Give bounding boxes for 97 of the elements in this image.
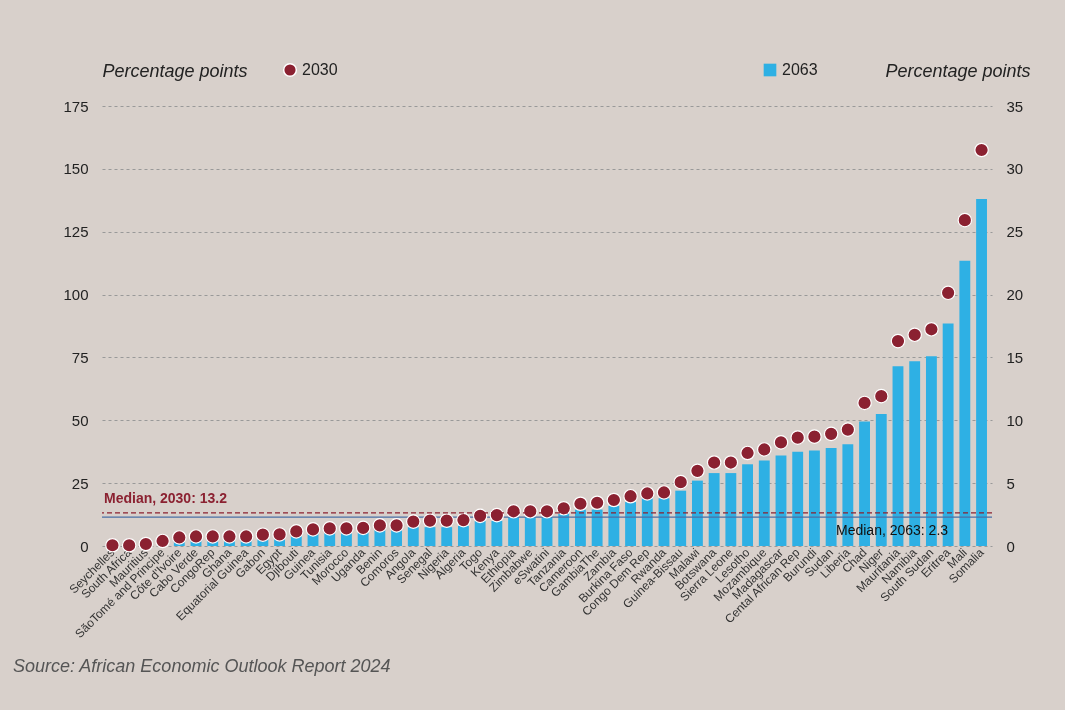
point xyxy=(606,492,622,508)
point xyxy=(957,212,973,228)
point xyxy=(171,530,187,545)
point xyxy=(389,518,404,533)
point xyxy=(573,496,588,512)
bar xyxy=(625,502,636,546)
point xyxy=(355,520,371,536)
bar xyxy=(458,525,469,546)
ref-line-label: Median, 2030: 13.2 xyxy=(104,489,228,506)
point xyxy=(857,395,872,411)
point xyxy=(305,522,321,537)
bar xyxy=(775,455,787,546)
bar xyxy=(792,451,804,546)
y-tick-label: 0 xyxy=(80,537,89,555)
y2-tick-label: 10 xyxy=(1006,411,1024,429)
bar xyxy=(641,498,653,546)
point xyxy=(439,513,455,528)
y2-tick-label: 30 xyxy=(1006,160,1024,178)
point xyxy=(238,529,254,544)
point xyxy=(372,518,388,533)
bar xyxy=(675,490,687,546)
bar xyxy=(742,464,753,546)
point xyxy=(873,388,889,404)
point xyxy=(823,426,839,442)
point xyxy=(556,500,572,516)
point xyxy=(740,445,755,461)
point xyxy=(807,429,822,444)
y2-axis-title: Percentage points xyxy=(885,60,1031,81)
bar xyxy=(691,480,703,546)
point xyxy=(706,455,722,470)
legend-label: 2063 xyxy=(782,61,818,78)
y2-tick-label: 20 xyxy=(1006,286,1024,304)
bar xyxy=(708,473,720,546)
y-tick-label: 150 xyxy=(63,160,89,178)
bar xyxy=(591,509,603,546)
y-tick-label: 125 xyxy=(63,223,89,241)
bar xyxy=(508,517,519,546)
point xyxy=(472,508,488,524)
y-tick-label: 100 xyxy=(63,286,89,304)
point xyxy=(907,327,923,343)
point xyxy=(673,474,689,490)
point xyxy=(623,488,638,504)
legend-label: 2030 xyxy=(302,61,338,78)
point xyxy=(222,529,237,544)
bar xyxy=(424,527,436,546)
point xyxy=(589,495,605,511)
bar xyxy=(407,527,419,546)
point xyxy=(339,521,354,536)
bar xyxy=(474,520,486,546)
point xyxy=(255,527,271,542)
point xyxy=(155,533,170,549)
bar xyxy=(959,260,971,546)
point xyxy=(188,529,204,544)
y-tick-label: 175 xyxy=(63,97,89,115)
point xyxy=(288,524,304,539)
point xyxy=(506,504,521,519)
source-note: Source: African Economic Outlook Report 2024 xyxy=(12,655,391,676)
point xyxy=(790,430,806,445)
point xyxy=(756,442,772,457)
point xyxy=(456,512,471,528)
y2-tick-label: 25 xyxy=(1006,223,1024,241)
point xyxy=(890,333,906,349)
bar xyxy=(491,520,503,546)
bar xyxy=(976,199,987,546)
y2-tick-label: 0 xyxy=(1006,537,1015,555)
y-axis-title: Percentage points xyxy=(102,60,248,81)
y2-tick-label: 15 xyxy=(1006,348,1024,366)
y2-tick-label: 5 xyxy=(1006,474,1015,492)
bar xyxy=(758,460,770,546)
point xyxy=(422,513,438,528)
point xyxy=(840,422,856,437)
bar xyxy=(524,517,536,546)
bar xyxy=(808,450,820,546)
point xyxy=(940,285,956,301)
point xyxy=(639,486,655,501)
point xyxy=(205,529,221,544)
point xyxy=(723,455,739,470)
y-tick-label: 50 xyxy=(71,411,89,429)
point xyxy=(272,527,287,542)
y-tick-label: 75 xyxy=(71,348,89,366)
y2-tick-label: 35 xyxy=(1006,97,1024,115)
point xyxy=(690,463,705,479)
bar xyxy=(441,527,453,546)
bar xyxy=(608,505,620,546)
point xyxy=(489,507,505,523)
bar xyxy=(575,509,586,546)
point xyxy=(322,521,338,536)
bar xyxy=(825,447,837,546)
bar xyxy=(725,473,737,546)
point xyxy=(924,321,939,337)
point xyxy=(773,435,789,450)
point xyxy=(405,514,421,529)
y-tick-label: 25 xyxy=(71,474,89,492)
point xyxy=(974,142,989,158)
point xyxy=(522,504,538,519)
point xyxy=(656,485,672,500)
point xyxy=(539,504,555,519)
